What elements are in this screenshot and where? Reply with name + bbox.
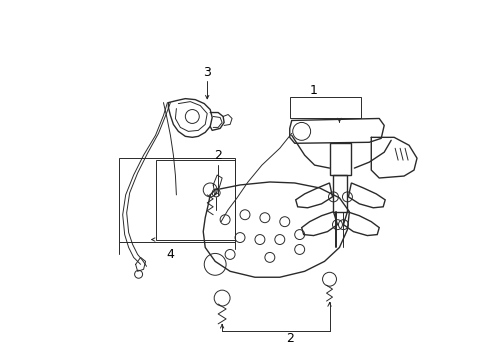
Bar [289,96,361,118]
Text: 1: 1 [309,84,317,97]
Text: 2: 2 [214,149,222,162]
Bar [155,160,235,239]
Text: 4: 4 [166,248,174,261]
Bar [119,158,235,242]
Text: 2: 2 [285,332,293,345]
Text: 3: 3 [203,66,211,79]
